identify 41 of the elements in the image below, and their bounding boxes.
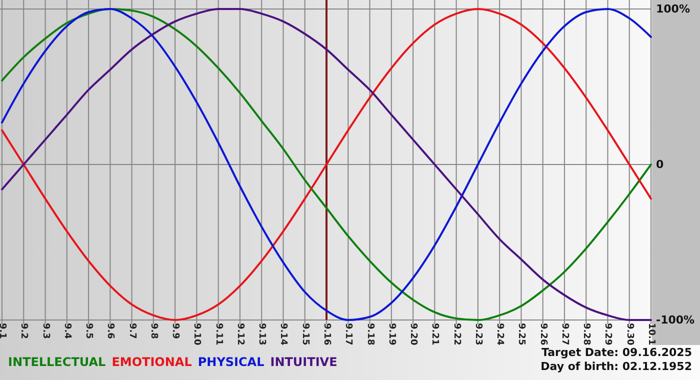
- line-series: [1, 8, 652, 321]
- y-tick-label: 0: [656, 158, 664, 171]
- text: Day of birth: 02.12.1952: [540, 360, 692, 373]
- x-tick-label: 10.1: [646, 323, 656, 346]
- text: INTUITIVE: [270, 355, 338, 369]
- x-tick-label: 9.18: [364, 323, 375, 346]
- x-tick-label: 9.14: [278, 323, 288, 346]
- x-tick-label: 9.9: [170, 323, 180, 339]
- text: INTELLECTUAL: [8, 355, 106, 369]
- x-tick-label: 9.2: [18, 323, 29, 339]
- y-tick-label: 100%: [656, 2, 690, 16]
- text: PHYSICAL: [198, 355, 265, 369]
- x-tick-label: 9.11: [213, 323, 224, 346]
- x-tick-label: 9.8: [148, 323, 158, 339]
- x-tick-label: 9.20: [408, 323, 418, 346]
- x-tick-label: 9.22: [451, 323, 462, 346]
- x-tick-label: 9.1: [0, 323, 7, 339]
- x-tick-label: 9.13: [256, 323, 267, 346]
- y-tick-label: -100%: [656, 314, 695, 326]
- x-tick-label: 9.28: [581, 323, 592, 346]
- x-tick-label: 9.29: [602, 323, 613, 346]
- x-tick-label: 9.25: [516, 323, 526, 346]
- x-tick-label: 9.10: [192, 323, 202, 346]
- x-tick-label: 9.12: [234, 323, 245, 346]
- x-tick-label: 9.19: [386, 323, 396, 346]
- x-tick-label: 9.4: [62, 323, 72, 339]
- x-tick-label: 9.27: [559, 323, 570, 346]
- x-tick-label: 9.17: [343, 323, 354, 346]
- x-tick-label: 9.3: [40, 323, 50, 339]
- x-tick-label: 9.26: [538, 323, 548, 346]
- x-tick-label: 9.7: [126, 323, 137, 339]
- x-tick-label: 9.23: [472, 323, 483, 346]
- x-tick-label: 9.16: [322, 323, 332, 346]
- x-tick-label: 9.15: [300, 323, 310, 346]
- x-tick-label: 9.21: [430, 323, 440, 346]
- x-tick-label: 9.24: [494, 323, 505, 346]
- text: Target Date: 09.16.2025: [542, 346, 692, 359]
- x-tick-label: 9.5: [84, 323, 94, 339]
- text: EMOTIONAL: [112, 355, 192, 369]
- x-tick-label: 9.6: [105, 323, 116, 339]
- x-tick-label: 9.30: [624, 323, 634, 346]
